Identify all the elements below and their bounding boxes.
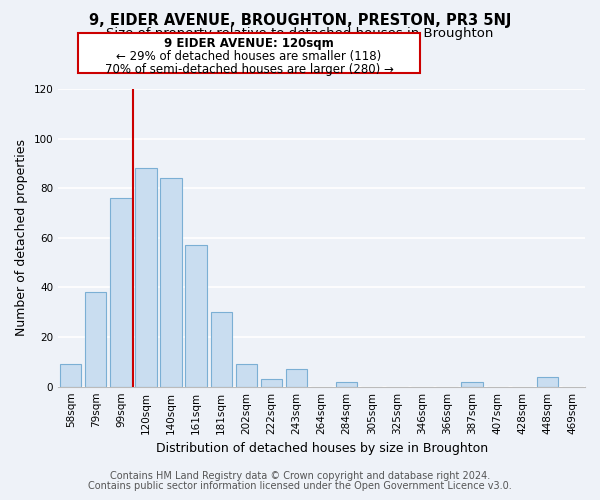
Text: Contains public sector information licensed under the Open Government Licence v3: Contains public sector information licen… <box>88 481 512 491</box>
Text: Contains HM Land Registry data © Crown copyright and database right 2024.: Contains HM Land Registry data © Crown c… <box>110 471 490 481</box>
Bar <box>85 292 106 386</box>
Text: 9, EIDER AVENUE, BROUGHTON, PRESTON, PR3 5NJ: 9, EIDER AVENUE, BROUGHTON, PRESTON, PR3… <box>89 12 511 28</box>
Text: Size of property relative to detached houses in Broughton: Size of property relative to detached ho… <box>106 28 494 40</box>
Text: ← 29% of detached houses are smaller (118): ← 29% of detached houses are smaller (11… <box>116 50 382 63</box>
Bar <box>211 312 232 386</box>
Bar <box>60 364 82 386</box>
Text: 9 EIDER AVENUE: 120sqm: 9 EIDER AVENUE: 120sqm <box>164 38 334 51</box>
Text: 70% of semi-detached houses are larger (280) →: 70% of semi-detached houses are larger (… <box>104 62 394 76</box>
Bar <box>110 198 131 386</box>
X-axis label: Distribution of detached houses by size in Broughton: Distribution of detached houses by size … <box>155 442 488 455</box>
Bar <box>261 379 282 386</box>
Bar <box>461 382 483 386</box>
Bar <box>136 168 157 386</box>
Bar <box>537 377 558 386</box>
Bar <box>286 370 307 386</box>
Bar <box>160 178 182 386</box>
Bar <box>236 364 257 386</box>
Y-axis label: Number of detached properties: Number of detached properties <box>15 140 28 336</box>
Bar <box>185 246 207 386</box>
Bar <box>336 382 358 386</box>
